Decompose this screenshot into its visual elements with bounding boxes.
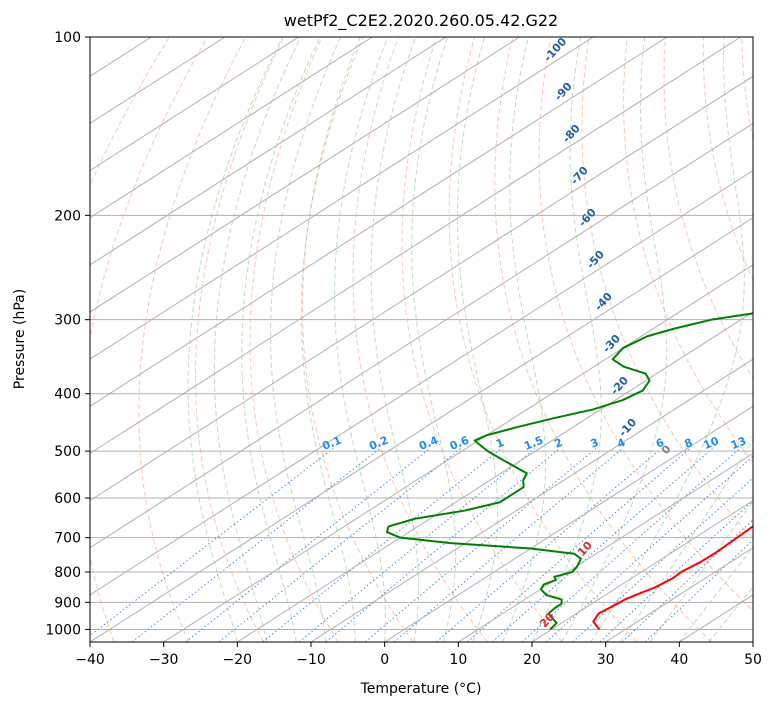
moist-adiabat — [502, 37, 547, 642]
mixing-ratio-line — [325, 448, 561, 642]
y-tick-label: 200 — [54, 208, 81, 224]
dry-adiabat — [249, 37, 339, 642]
isotherm-line — [90, 37, 668, 407]
plot-area: -100-90-80-70-60-50-40-30-20-10010203040… — [90, 37, 770, 642]
y-axis: 100 200 300 400 500 600 700 800 900 1000 — [45, 30, 90, 638]
x-axis: −40 −30 −20 −10 0 10 20 30 40 50 — [75, 642, 762, 668]
isotherm-line — [458, 452, 753, 642]
chart-title: wetPf2_C2E2.2020.260.05.42.G22 — [284, 11, 558, 31]
isotherm-line — [384, 405, 753, 642]
dry-adiabat — [302, 37, 414, 642]
x-tick-label: −20 — [223, 652, 253, 668]
isotherm-line — [90, 37, 520, 313]
moist-adiabat — [456, 37, 499, 642]
dry-adiabat — [138, 37, 246, 642]
isotherm-line — [90, 217, 753, 642]
y-tick-label: 900 — [54, 595, 81, 611]
dry-adiabat — [401, 37, 563, 642]
x-tick-label: 10 — [449, 652, 467, 668]
y-tick-label: 500 — [54, 444, 81, 460]
mixing-ratio-label: 16 — [751, 434, 770, 452]
y-tick-label: 1000 — [45, 622, 81, 638]
isotherm-line — [90, 37, 447, 266]
mixing-ratio-line — [298, 448, 536, 642]
isobar-grid — [90, 37, 753, 630]
x-tick-label: −40 — [75, 652, 105, 668]
mixing-ratio-label: 10 — [702, 434, 721, 452]
y-axis-title: Pressure (hPa) — [12, 289, 28, 389]
dry-adiabat — [352, 37, 489, 642]
moist-adiabat — [649, 500, 753, 642]
x-tick-label: 50 — [744, 652, 762, 668]
x-tick-label: 0 — [380, 652, 389, 668]
isotherm-line — [90, 169, 753, 596]
isotherm-line — [237, 311, 753, 642]
mixing-ratio-label: 13 — [729, 434, 748, 452]
x-tick-label: 30 — [597, 652, 615, 668]
dewpoint-line — [385, 312, 753, 631]
mixing-ratio-line — [90, 448, 334, 637]
y-tick-label: 700 — [54, 531, 81, 547]
isotherm-line — [163, 264, 753, 642]
mixing-ratio-label: 1 — [494, 436, 506, 451]
mixing-ratio-line — [436, 448, 662, 642]
dry-adiabat — [663, 37, 753, 380]
mixing-ratio-label: 2 — [552, 436, 564, 451]
moist-adiabat — [187, 37, 284, 642]
mixing-ratio-label: 3 — [589, 436, 601, 451]
isotherm-line — [90, 122, 753, 549]
mixing-ratio-label: 8 — [683, 436, 695, 451]
moist-adiabat — [334, 37, 389, 642]
moist-adiabat — [590, 37, 745, 642]
mixing-ratio-line — [521, 448, 741, 642]
isotherm-line — [531, 499, 753, 642]
dry-adiabats — [90, 37, 753, 642]
moist-adiabat — [270, 37, 341, 642]
dry-adiabat — [90, 37, 208, 642]
y-tick-label: 400 — [54, 387, 81, 403]
mixing-ratio-line — [185, 448, 431, 642]
mixing-ratio-line — [572, 477, 753, 642]
dry-adiabat — [195, 37, 285, 642]
x-tick-label: −10 — [296, 652, 326, 668]
moist-adiabat — [561, 37, 668, 642]
moist-adiabat — [411, 37, 457, 642]
y-tick-label: 300 — [54, 313, 81, 329]
y-tick-label: 600 — [54, 491, 81, 507]
isotherm-line — [90, 37, 373, 219]
mixing-ratio-line — [364, 448, 597, 642]
y-tick-label: 800 — [54, 565, 81, 581]
x-axis-title: Temperature (°C) — [360, 681, 482, 697]
y-tick-label: 100 — [54, 30, 81, 46]
isotherm-grid — [90, 37, 753, 642]
dry-adiabat — [538, 37, 753, 612]
mixing-ratio-line — [599, 500, 753, 642]
dry-adiabat — [581, 37, 753, 540]
sounding-series — [385, 312, 753, 631]
isotherm-line — [90, 75, 753, 502]
x-tick-label: 40 — [670, 652, 688, 668]
moist-adiabat — [300, 37, 364, 642]
mixing-ratio-line — [262, 448, 502, 642]
dry-adiabat — [448, 37, 638, 642]
x-tick-label: 20 — [523, 652, 541, 668]
moist-adiabat — [619, 438, 753, 642]
isotherm-line — [90, 37, 594, 360]
plot-frame — [89, 36, 754, 643]
isotherm-line — [90, 37, 741, 455]
temperature-line — [592, 525, 753, 631]
moist-adiabat — [213, 37, 302, 642]
isotherm-line — [90, 37, 299, 172]
x-tick-label: −30 — [149, 652, 179, 668]
isotherm-line — [310, 358, 753, 642]
moist-adiabat — [241, 37, 321, 642]
